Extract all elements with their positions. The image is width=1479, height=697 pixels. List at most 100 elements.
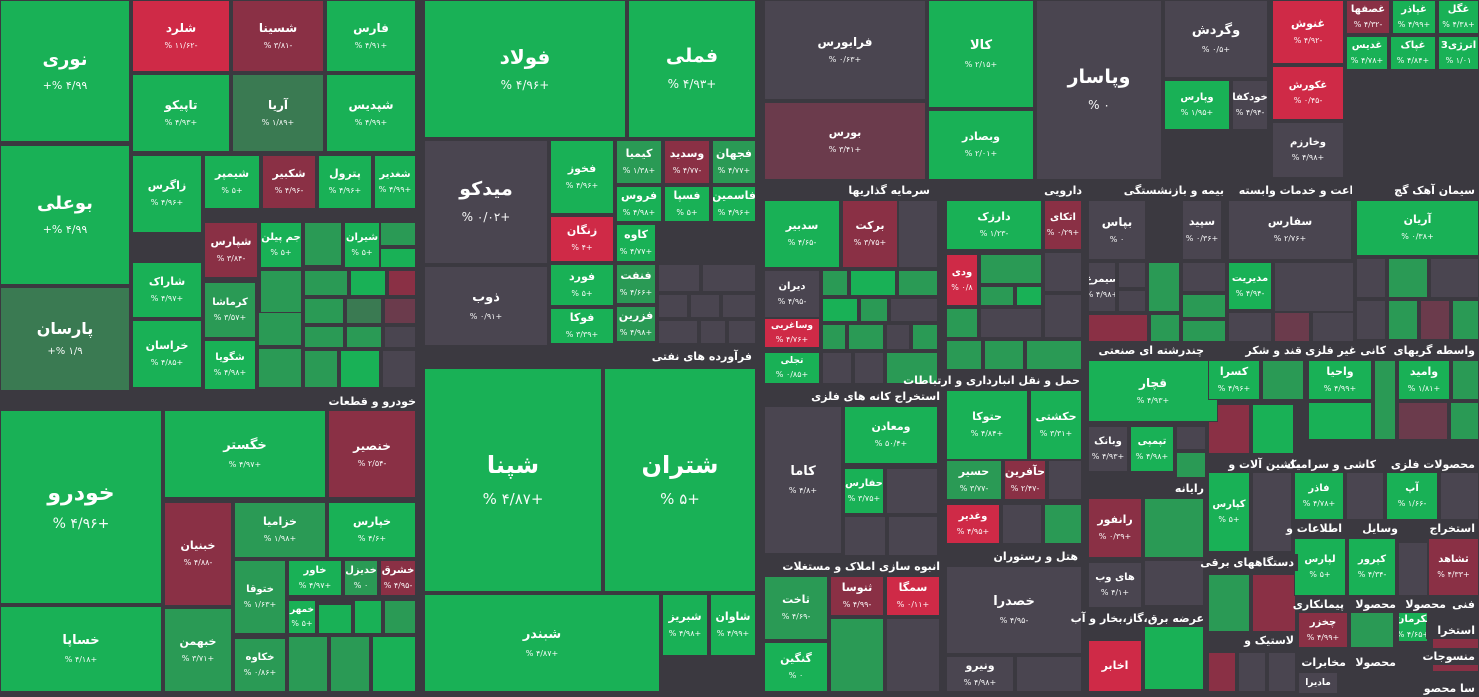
small-ticker-tile[interactable] [1208, 574, 1250, 632]
ticker-tile-70[interactable]: وپارس +۱/۹۵ % [1164, 80, 1230, 130]
ticker-tile-31[interactable]: ختوقا +۱/۶۳ % [234, 560, 286, 634]
small-ticker-tile[interactable] [1016, 656, 1082, 692]
small-ticker-tile[interactable] [1312, 312, 1354, 342]
small-ticker-tile[interactable] [1252, 404, 1294, 454]
small-ticker-tile[interactable] [1208, 652, 1236, 692]
small-ticker-tile[interactable] [1350, 612, 1394, 648]
small-ticker-tile[interactable] [1262, 360, 1304, 400]
ticker-tile-84[interactable]: سیمرغ +۴/۹۸ % [1088, 262, 1116, 312]
small-ticker-tile[interactable] [980, 254, 1042, 284]
ticker-tile-86[interactable]: وساغربی +۴/۷۶ % [764, 318, 820, 348]
small-ticker-tile[interactable] [898, 200, 938, 268]
ticker-tile-42[interactable]: فجهان +۴/۷۷ % [712, 140, 756, 184]
small-ticker-tile[interactable] [1026, 340, 1082, 370]
small-ticker-tile[interactable] [330, 636, 370, 692]
small-ticker-tile[interactable] [1144, 560, 1204, 606]
ticker-tile-32[interactable]: خمهر +۵ % [288, 600, 316, 634]
small-ticker-tile[interactable] [1016, 286, 1042, 306]
small-ticker-tile[interactable] [886, 618, 940, 692]
small-ticker-tile[interactable] [984, 340, 1024, 370]
ticker-tile-27[interactable]: خپارس +۴/۶ % [328, 502, 416, 558]
small-ticker-tile[interactable] [854, 352, 884, 384]
ticker-tile-117[interactable]: ونیرو +۴/۹۸ % [946, 656, 1014, 692]
ticker-tile-107[interactable]: لپارس +۵ % [1294, 538, 1346, 596]
small-ticker-tile[interactable] [1048, 460, 1082, 500]
ticker-tile-56[interactable]: شاوان +۴/۹۹ % [710, 594, 756, 656]
small-ticker-tile[interactable] [658, 294, 688, 318]
ticker-tile-15[interactable]: جم پیلن +۵ % [260, 222, 302, 268]
ticker-tile-34[interactable]: خکاوه +۰/۸۶ % [234, 638, 286, 692]
small-ticker-tile[interactable] [380, 248, 416, 268]
small-ticker-tile[interactable] [700, 320, 726, 344]
ticker-tile-16[interactable]: شیران +۵ % [344, 222, 380, 268]
ticker-tile-65[interactable]: غدیس +۴/۷۸ % [1346, 36, 1388, 70]
small-ticker-tile[interactable] [822, 352, 852, 384]
ticker-tile-106[interactable]: های وب +۴/۱ % [1088, 562, 1142, 608]
ticker-tile-17[interactable]: شاراک +۴/۹۷ % [132, 262, 202, 318]
small-ticker-tile[interactable] [1252, 472, 1292, 552]
small-ticker-tile[interactable] [1268, 652, 1296, 692]
ticker-tile-102[interactable]: کپارس +۵ % [1208, 472, 1250, 552]
small-ticker-tile[interactable] [1346, 472, 1384, 520]
ticker-tile-80[interactable]: سفارس +۲/۷۶ % [1228, 200, 1352, 260]
small-ticker-tile[interactable] [1452, 360, 1479, 400]
ticker-tile-66[interactable]: غپاک +۴/۸۴ % [1390, 36, 1436, 70]
small-ticker-tile[interactable] [860, 298, 888, 322]
ticker-tile-100[interactable]: وبانک +۴/۹۳ % [1088, 426, 1128, 472]
small-ticker-tile[interactable] [1118, 290, 1146, 312]
small-ticker-tile[interactable] [886, 324, 910, 350]
small-ticker-tile[interactable] [844, 516, 886, 556]
ticker-tile-9[interactable]: زاگرس +۴/۹۶ % [132, 155, 202, 233]
ticker-tile-30[interactable]: خشرق -۴/۹۵ % [380, 560, 416, 596]
ticker-tile-105[interactable]: رانفور +۰/۳۹ % [1088, 498, 1142, 558]
small-ticker-tile[interactable] [1044, 252, 1082, 292]
ticker-tile-64[interactable]: غگل +۴/۳۸ % [1438, 0, 1479, 34]
small-ticker-tile[interactable] [346, 298, 382, 324]
ticker-tile-90[interactable]: حفارس +۳/۷۵ % [844, 468, 884, 514]
small-ticker-tile[interactable] [304, 298, 344, 324]
ticker-tile-97[interactable]: کسرا +۴/۹۶ % [1208, 360, 1260, 400]
small-ticker-tile[interactable] [1450, 402, 1479, 440]
small-ticker-tile[interactable] [288, 636, 328, 692]
small-ticker-tile[interactable] [340, 350, 380, 388]
ticker-tile-6[interactable]: تاپیکو +۴/۹۳ % [132, 74, 230, 152]
ticker-tile-14[interactable]: شپارس -۳/۸۴ % [204, 222, 258, 278]
small-ticker-tile[interactable] [1150, 314, 1180, 342]
ticker-tile-8[interactable]: شپدیس +۴/۹۹ % [326, 74, 416, 152]
ticker-tile-3[interactable]: شلرد -۱۱/۶۲ % [132, 0, 230, 72]
small-ticker-tile[interactable] [304, 270, 348, 296]
ticker-tile-21[interactable]: خودرو +۴/۹۶ % [0, 410, 162, 604]
ticker-tile-83[interactable]: ودی ۰/۸ % [946, 254, 978, 306]
small-ticker-tile[interactable] [1430, 258, 1479, 298]
ticker-tile-111[interactable]: ثنوسا -۴/۹۹ % [830, 576, 884, 616]
small-ticker-tile[interactable] [1182, 262, 1226, 292]
small-ticker-tile[interactable] [388, 270, 416, 296]
small-ticker-tile[interactable] [258, 312, 302, 346]
small-ticker-tile[interactable] [260, 270, 302, 320]
small-ticker-tile[interactable] [1274, 262, 1354, 312]
small-ticker-tile[interactable] [384, 326, 416, 348]
ticker-tile-118[interactable]: اخابر [1088, 640, 1142, 692]
ticker-tile-7[interactable]: آریا +۱/۸۹ % [232, 74, 324, 152]
ticker-tile-23[interactable]: خگستر +۴/۹۷ % [164, 410, 326, 498]
ticker-tile-40[interactable]: کیمیا +۱/۳۸ % [616, 140, 662, 184]
ticker-tile-12[interactable]: پترول +۴/۹۶ % [318, 155, 372, 209]
small-ticker-tile[interactable] [1238, 652, 1266, 692]
small-ticker-tile[interactable] [1176, 452, 1206, 478]
ticker-tile-55[interactable]: شبریز +۴/۹۸ % [662, 594, 708, 656]
ticker-tile-28[interactable]: خاور +۴/۹۷ % [288, 560, 342, 596]
small-ticker-tile[interactable] [658, 264, 700, 292]
small-ticker-tile[interactable] [372, 636, 416, 692]
ticker-tile-73[interactable]: وخارزم +۴/۹۸ % [1272, 122, 1344, 178]
ticker-tile-37[interactable]: میدکو +۰/۰۲ % [424, 140, 548, 264]
ticker-tile-81[interactable]: آریان +۰/۳۸ % [1356, 200, 1479, 256]
small-ticker-tile[interactable] [1182, 294, 1226, 318]
ticker-tile-2[interactable]: پارسان ۱/۹ %+ [0, 287, 130, 391]
ticker-tile-76[interactable]: دارزک -۱/۲۳ % [946, 200, 1042, 250]
ticker-tile-54[interactable]: شبندر +۴/۸۷ % [424, 594, 660, 692]
ticker-tile-10[interactable]: شیمپر +۵ % [204, 155, 260, 209]
ticker-tile-119[interactable]: مادیرا [1298, 672, 1338, 694]
small-ticker-tile[interactable] [1388, 300, 1418, 340]
ticker-tile-47[interactable]: کاوه +۴/۷۷ % [616, 224, 656, 262]
small-ticker-tile[interactable] [980, 286, 1014, 306]
